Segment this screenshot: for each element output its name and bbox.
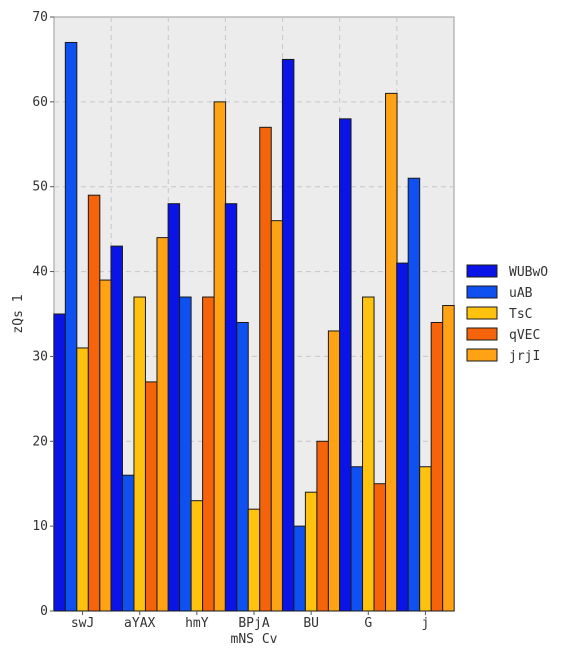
bar-WUBwO-hmY [168,204,180,611]
legend: WUBwO uAB TsC qVEC jrjI [467,265,548,364]
legend-label-qVEC: qVEC [509,328,540,343]
bar-jrjI-G [386,93,398,611]
bar-qVEC-BU [317,441,329,611]
bar-uAB-BU [294,526,306,611]
y-tick-label: 0 [40,604,48,619]
bar-WUBwO-swJ [54,314,65,611]
bar-TsC-G [363,297,375,611]
bar-uAB-hmY [180,297,192,611]
bar-uAB-j [408,178,420,611]
x-tick-label: BU [303,616,319,631]
bar-qVEC-BPjA [260,127,272,611]
bar-TsC-BPjA [248,509,260,611]
bar-jrjI-aYAX [157,238,169,611]
legend-label-TsC: TsC [509,307,532,322]
bar-jrjI-j [443,306,455,611]
legend-label-uAB: uAB [509,286,533,301]
bar-WUBwO-BU [282,59,294,611]
bar-qVEC-hmY [203,297,215,611]
bar-uAB-swJ [65,42,77,611]
bar-jrjI-BPjA [271,221,283,611]
legend-swatch-qVEC [467,328,497,340]
legend-swatch-WUBwO [467,265,497,277]
bar-qVEC-j [431,322,443,611]
y-axis-label: zQs 1 [11,294,26,333]
y-tick-label: 40 [32,265,48,280]
x-tick-label: j [422,616,430,631]
bar-qVEC-aYAX [145,382,157,611]
x-tick-label: BPjA [238,616,269,631]
x-tick-label: aYAX [124,616,155,631]
bar-qVEC-swJ [88,195,100,611]
x-axis-label: mNS Cv [231,632,278,647]
legend-label-jrjI: jrjI [509,349,540,364]
bar-jrjI-swJ [100,280,112,611]
y-ticks: 0 10 20 30 40 50 60 70 [32,10,54,619]
x-tick-label: swJ [71,616,94,631]
y-tick-label: 60 [32,95,48,110]
legend-swatch-jrjI [467,349,497,361]
bar-jrjI-BU [328,331,340,611]
legend-swatch-uAB [467,286,497,298]
bar-WUBwO-j [397,263,409,611]
y-tick-label: 20 [32,434,48,449]
bar-TsC-BU [305,492,317,611]
y-tick-label: 70 [32,10,48,25]
bar-WUBwO-G [340,119,352,611]
bar-uAB-BPjA [237,322,249,611]
bar-uAB-G [351,467,363,611]
bar-WUBwO-aYAX [111,246,123,611]
bar-TsC-hmY [191,501,203,611]
legend-swatch-TsC [467,307,497,319]
bar-WUBwO-BPjA [225,204,237,611]
bar-qVEC-G [374,484,386,611]
legend-label-WUBwO: WUBwO [509,265,548,280]
bar-uAB-aYAX [122,475,134,611]
y-tick-label: 50 [32,180,48,195]
y-tick-label: 30 [32,349,48,364]
bar-TsC-swJ [77,348,89,611]
y-tick-label: 10 [32,519,48,534]
bar-TsC-aYAX [134,297,146,611]
x-tick-label: hmY [185,616,209,631]
bar-jrjI-hmY [214,102,226,611]
x-tick-label: G [364,616,372,631]
bar-TsC-j [420,467,432,611]
